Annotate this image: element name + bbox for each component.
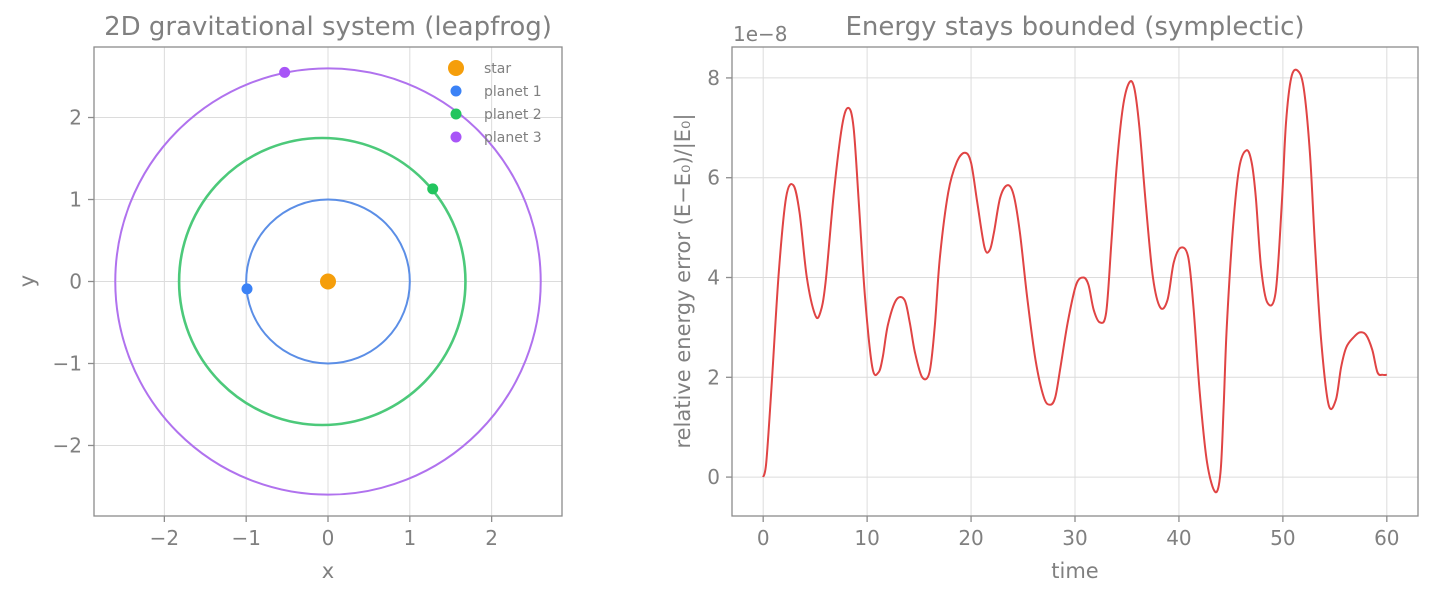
orbit-plot-ticks: −2 −1 0 1 2 −2 −1 0 1 2	[53, 106, 498, 550]
energy-error-series	[762, 68, 1387, 494]
x-tick-label: 20	[958, 526, 983, 550]
legend-marker	[450, 108, 462, 120]
energy-error-line-1	[762, 68, 1387, 494]
energy-plot-offset-text: 1e−8	[733, 22, 788, 46]
legend-label: planet 2	[484, 107, 542, 123]
body-markers	[241, 66, 439, 295]
energy-plot-ticks: 0 10 20 30 40 50 60 0 2 4 6 8	[707, 66, 1399, 550]
x-tick-label: 40	[1166, 526, 1191, 550]
x-tick-label: 60	[1374, 526, 1399, 550]
x-tick-label: −1	[231, 526, 260, 550]
orbit-plot-panel: 2D gravitational system (leapfrog) −2 −1 0…	[15, 12, 563, 583]
energy-plot-ylabel: relative energy error (E−E₀)/|E₀|	[671, 113, 696, 448]
energy-plot-panel: Energy stays bounded (symplectic) 1e−8 0…	[671, 12, 1419, 583]
energy-plot-grid	[732, 47, 1418, 516]
legend-label: planet 1	[484, 84, 542, 100]
x-tick-label: 1	[403, 526, 416, 550]
x-tick-label: 10	[854, 526, 879, 550]
y-tick-label: 2	[69, 106, 82, 130]
y-tick-label: 8	[707, 66, 720, 90]
legend-label: planet 3	[484, 130, 542, 146]
y-tick-label: 4	[707, 266, 720, 290]
y-tick-label: −2	[53, 433, 82, 457]
energy-plot-xlabel: time	[1051, 559, 1098, 583]
x-tick-label: −2	[150, 526, 179, 550]
y-tick-label: 0	[707, 465, 720, 489]
x-tick-label: 30	[1062, 526, 1087, 550]
star-marker	[320, 273, 336, 290]
x-tick-label: 0	[757, 526, 770, 550]
orbit-path-1	[245, 198, 411, 365]
x-tick-label: 0	[322, 526, 335, 550]
orbit-plot-ylabel: y	[15, 275, 39, 287]
planet-3-marker	[279, 66, 291, 78]
planet-1-marker	[241, 283, 253, 295]
orbit-path-3	[114, 67, 542, 496]
planet-2-marker	[427, 183, 439, 195]
orbit-plot-legend: star planet 1 planet 2 planet 3	[448, 60, 542, 146]
legend-marker	[450, 131, 462, 143]
y-tick-label: 0	[69, 270, 82, 294]
orbit-plot-xlabel: x	[322, 559, 334, 583]
y-tick-label: 6	[707, 166, 720, 190]
x-tick-label: 2	[485, 526, 498, 550]
legend-marker	[448, 60, 464, 76]
energy-plot-title: Energy stays bounded (symplectic)	[845, 12, 1304, 42]
y-tick-label: −1	[53, 351, 82, 375]
orbit-path-2	[177, 136, 467, 427]
y-tick-label: 1	[69, 188, 82, 212]
y-tick-label: 2	[707, 365, 720, 389]
legend-label: star	[484, 61, 511, 77]
orbit-paths	[114, 67, 542, 496]
legend-marker	[450, 85, 462, 97]
x-tick-label: 50	[1270, 526, 1295, 550]
orbit-plot-title: 2D gravitational system (leapfrog)	[104, 12, 552, 42]
